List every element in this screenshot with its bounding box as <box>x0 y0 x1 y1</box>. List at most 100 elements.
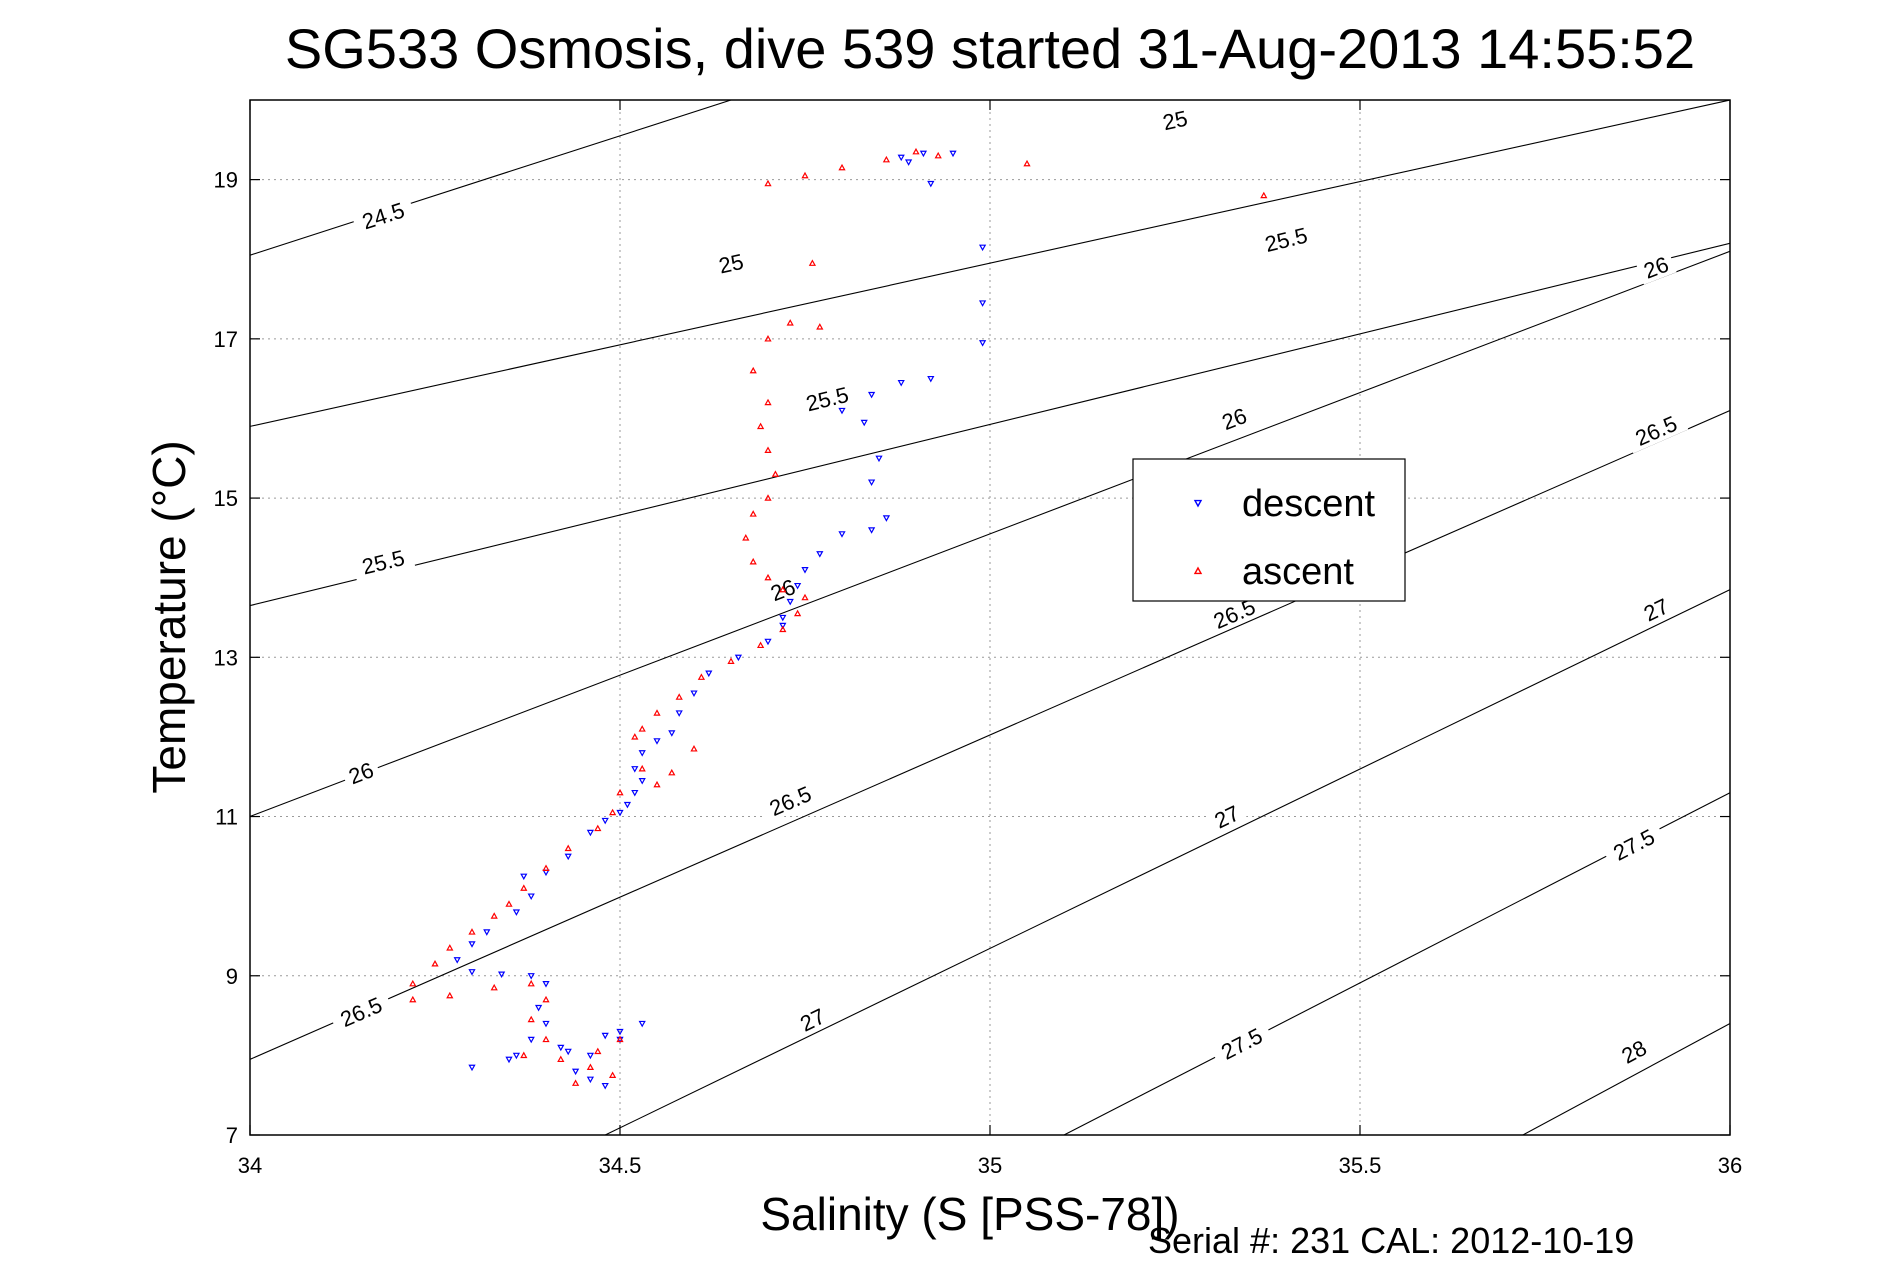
descent-point <box>601 1032 609 1040</box>
ascent-point <box>564 844 572 852</box>
ascent-point <box>727 657 735 664</box>
density-contour-labels: 24.5252525.525.525.52626262626.526.526.5… <box>327 102 1689 1071</box>
contour-line-26 <box>250 250 1730 818</box>
descent-point <box>623 801 632 809</box>
contour-line-24-5 <box>250 100 732 256</box>
grid-lines <box>250 100 1730 1135</box>
ascent-point <box>882 155 891 163</box>
descent-point <box>534 1004 543 1012</box>
descent-point <box>512 1052 521 1060</box>
x-tick-label: 34 <box>238 1153 262 1178</box>
x-tick-label: 34.5 <box>599 1153 642 1178</box>
contour-label-group: 28 <box>1611 1030 1655 1071</box>
x-tick-label: 36 <box>1718 1153 1742 1178</box>
descent-point <box>586 829 595 837</box>
descent-point <box>542 981 550 988</box>
y-tick-label: 17 <box>214 327 238 352</box>
contour-label-bg <box>350 541 416 581</box>
contour-label: 25 <box>716 249 745 279</box>
descent-point <box>586 1052 595 1060</box>
contour-label-bg <box>350 192 416 237</box>
ascent-point <box>409 979 417 987</box>
y-tick-label: 11 <box>215 805 238 830</box>
descent-point <box>978 244 987 252</box>
y-tick-label: 9 <box>226 964 238 989</box>
descent-point <box>505 1056 513 1064</box>
legend-marker-descent <box>1193 499 1203 508</box>
descent-point <box>468 1064 476 1072</box>
ascent-point <box>934 151 942 159</box>
x-tick-label: 35 <box>978 1153 1002 1178</box>
ascent-point <box>490 912 498 919</box>
ascent-point <box>542 864 550 871</box>
descent-point <box>927 375 935 383</box>
descent-point <box>631 766 639 773</box>
descent-point <box>860 419 868 427</box>
descent-point <box>616 809 624 817</box>
contour-label-group: 27 <box>1634 589 1677 628</box>
ascent-point <box>468 928 476 935</box>
contour-label-bg <box>339 753 382 791</box>
contour-line-26-5 <box>250 409 1730 1060</box>
contour-label-bg <box>1611 1030 1655 1071</box>
ascent-point <box>697 673 706 680</box>
descent-point <box>690 690 698 697</box>
descent-point <box>867 527 876 534</box>
ascent-point <box>586 1063 595 1071</box>
legend-box <box>1132 458 1406 602</box>
descent-point <box>705 670 713 678</box>
ascent-point <box>801 593 809 601</box>
ascent-point <box>1023 159 1031 167</box>
ascent-point <box>675 693 683 700</box>
ascent-point <box>749 366 757 374</box>
descent-point <box>927 180 935 188</box>
y-tick-label: 13 <box>214 645 238 670</box>
y-tick-label: 15 <box>214 486 238 511</box>
ascent-point <box>653 709 661 716</box>
ascent-point <box>779 585 787 593</box>
contour-label-bg <box>1154 102 1195 136</box>
descent-point <box>616 1028 624 1036</box>
contour-label-bg <box>1204 796 1248 835</box>
contour-line-27 <box>604 589 1730 1135</box>
legend-label-descent: descent <box>1242 483 1376 525</box>
descent-point <box>867 391 876 399</box>
descent-point <box>764 638 772 646</box>
contour-label-bg <box>1212 399 1255 436</box>
ascent-point <box>505 900 513 907</box>
descent-point <box>557 1044 565 1052</box>
ascent-point <box>431 959 439 967</box>
ascent-point <box>616 1035 624 1043</box>
contour-label-bg <box>1622 405 1689 454</box>
descent-point <box>779 614 787 622</box>
ascent-point <box>594 824 602 832</box>
ascent-point <box>446 991 454 999</box>
ascent-point <box>756 422 765 430</box>
ascent-point <box>594 1047 602 1055</box>
legend: descent ascent <box>1132 458 1406 602</box>
ascent-point <box>816 323 824 330</box>
descent-point <box>816 551 824 558</box>
ascent-point <box>1260 191 1268 199</box>
ascent-point <box>756 641 765 649</box>
descent-point <box>779 622 787 630</box>
descent-point <box>675 710 683 717</box>
descent-point <box>453 957 461 964</box>
contour-line-25-5 <box>250 242 1730 607</box>
descent-point <box>520 873 528 881</box>
ascent-point <box>571 1079 580 1086</box>
contour-label-bg <box>790 999 834 1039</box>
ascent-point <box>668 768 676 776</box>
ascent-point <box>764 335 772 342</box>
ascent-point <box>608 1071 617 1078</box>
x-axis-label: Salinity (S [PSS-78]) <box>760 1188 1179 1240</box>
descent-point <box>468 969 476 976</box>
descent-point <box>601 1082 609 1090</box>
ascent-point <box>793 609 802 617</box>
descent-point <box>527 973 535 980</box>
contour-label-bg <box>1253 218 1318 259</box>
descent-point <box>564 1048 572 1056</box>
ascent-point <box>446 944 454 951</box>
ascent-point <box>749 557 757 565</box>
ascent-point <box>409 995 417 1003</box>
